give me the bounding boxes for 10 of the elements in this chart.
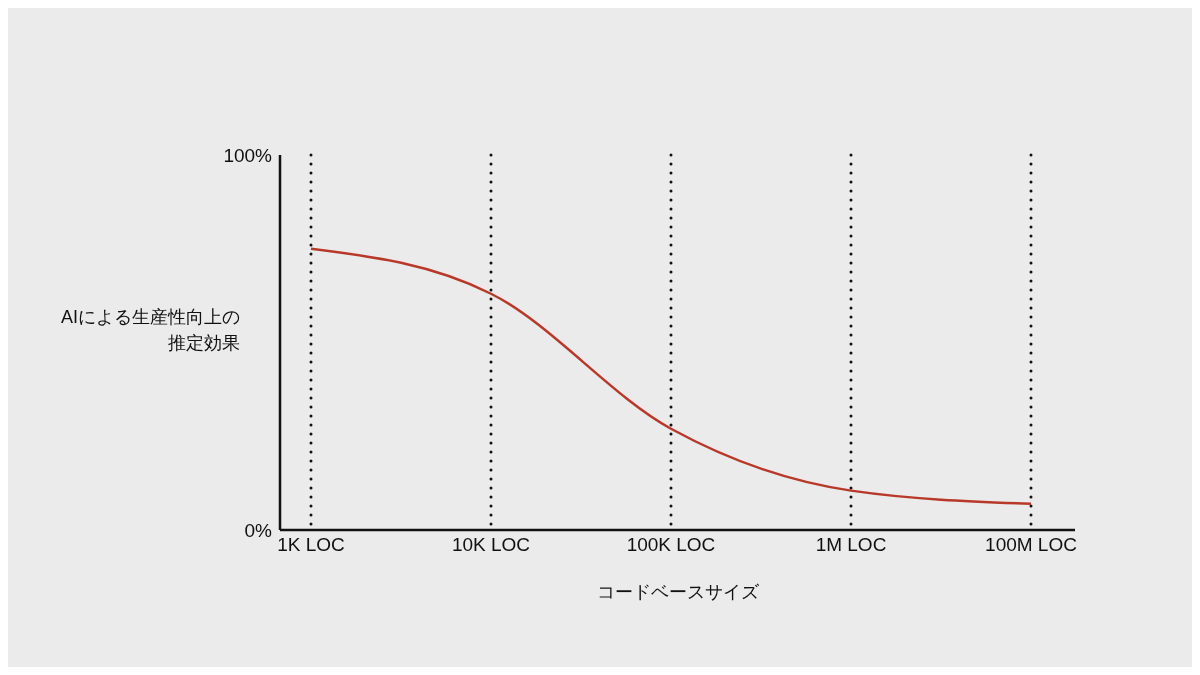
x-tick-label: 10K LOC bbox=[451, 534, 531, 556]
y-tick-label: 100% bbox=[223, 144, 273, 166]
x-tick-label: 1M LOC bbox=[815, 534, 887, 556]
x-axis-title: コードベースサイズ bbox=[595, 581, 760, 604]
x-tick-label: 100K LOC bbox=[626, 534, 716, 556]
line-series bbox=[309, 247, 1033, 505]
y-tick-label: 0% bbox=[244, 519, 273, 541]
x-tick-label: 1K LOC bbox=[277, 534, 345, 556]
y-axis-title: AIによる生産性向上の推定効果 bbox=[60, 306, 240, 355]
x-tick-label: 100M LOC bbox=[985, 534, 1077, 556]
